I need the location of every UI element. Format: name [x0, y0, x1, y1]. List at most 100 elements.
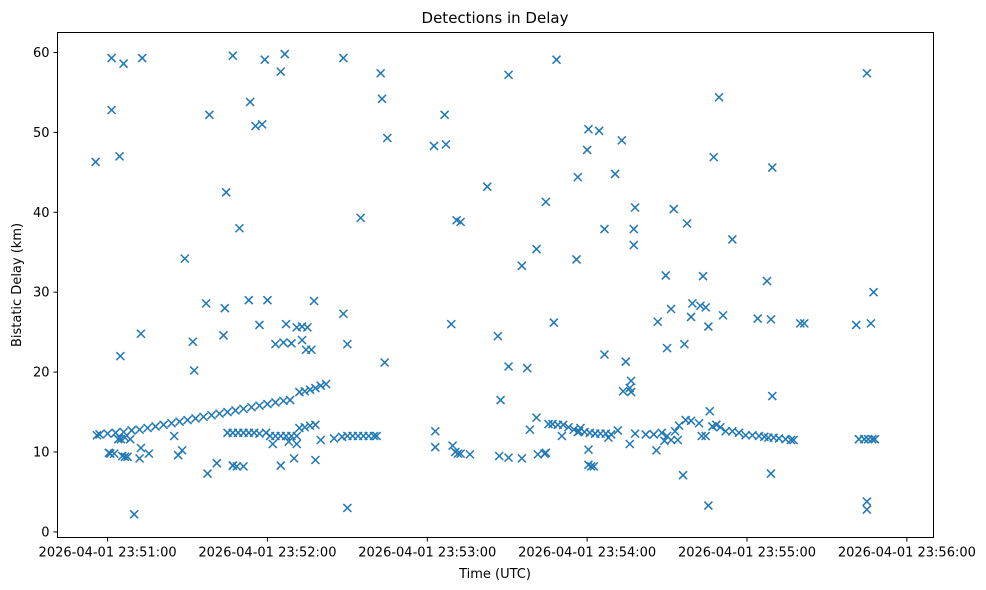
data-point — [180, 254, 190, 264]
data-point — [701, 431, 711, 441]
data-point — [300, 422, 310, 432]
data-point — [670, 426, 680, 436]
x-axis-label: Time (UTC) — [458, 567, 531, 582]
data-point — [674, 421, 684, 431]
data-point — [177, 445, 187, 455]
y-tick-label: 40 — [33, 206, 50, 221]
data-point — [262, 295, 272, 305]
data-point — [270, 339, 280, 349]
data-point — [228, 51, 238, 61]
data-point — [257, 119, 267, 129]
data-point — [127, 425, 137, 435]
data-point — [694, 418, 704, 428]
data-point — [440, 110, 450, 120]
data-point — [107, 53, 117, 63]
data-point — [372, 431, 382, 441]
data-point — [448, 441, 458, 451]
data-point — [721, 426, 731, 436]
y-axis: 0 10 20 30 40 50 60 — [33, 46, 58, 540]
data-point — [429, 141, 439, 151]
data-point — [342, 503, 352, 513]
data-point — [92, 430, 102, 440]
data-point — [714, 92, 724, 102]
data-markers — [91, 49, 880, 519]
data-point — [123, 452, 133, 462]
data-point — [610, 169, 620, 179]
data-point — [285, 395, 295, 405]
x-tick-label: 2026-04-01 23:56:00 — [838, 546, 976, 561]
data-point — [613, 425, 623, 435]
y-tick-label: 50 — [33, 126, 50, 141]
data-point — [557, 431, 567, 441]
data-point — [687, 298, 697, 308]
data-point — [582, 145, 592, 155]
data-point — [135, 453, 145, 463]
data-point — [276, 67, 286, 77]
data-point — [221, 187, 231, 197]
data-point — [369, 431, 379, 441]
data-point — [218, 330, 229, 340]
data-point — [541, 197, 551, 207]
data-point — [198, 412, 209, 422]
data-point — [244, 295, 254, 305]
data-point — [504, 361, 514, 372]
data-point — [525, 425, 535, 435]
y-tick-label: 30 — [33, 286, 50, 301]
data-point — [789, 435, 799, 445]
data-point — [297, 335, 307, 345]
data-point — [119, 427, 129, 437]
x-tick-label: 2026-04-01 23:52:00 — [198, 546, 336, 561]
data-point — [504, 453, 514, 463]
data-point — [120, 433, 130, 443]
data-point — [606, 429, 616, 439]
data-point — [238, 404, 248, 414]
data-point — [382, 133, 392, 143]
data-point — [441, 139, 451, 149]
data-point — [625, 439, 635, 449]
chart-title: Detections in Delay — [422, 9, 569, 27]
data-point — [105, 449, 115, 459]
data-point — [278, 338, 288, 348]
data-point — [679, 339, 689, 349]
data-point — [201, 298, 211, 308]
y-tick-label: 20 — [33, 366, 50, 381]
data-point — [531, 244, 542, 254]
data-point — [698, 271, 708, 281]
data-point — [182, 415, 193, 425]
data-point — [799, 318, 809, 328]
data-point — [286, 338, 296, 348]
data-point — [189, 365, 199, 376]
data-point — [136, 329, 146, 339]
data-point — [109, 449, 119, 459]
x-tick-label: 2026-04-01 23:53:00 — [358, 546, 496, 561]
data-point — [95, 429, 105, 439]
data-point — [517, 453, 527, 463]
data-point — [673, 435, 683, 445]
data-point — [786, 435, 796, 445]
data-point — [678, 470, 688, 480]
data-point — [869, 287, 879, 297]
data-point — [202, 469, 213, 479]
data-point — [703, 322, 713, 332]
data-point — [617, 135, 627, 145]
data-point — [302, 322, 312, 332]
data-point — [767, 163, 777, 173]
data-point — [494, 451, 504, 461]
data-point — [661, 270, 671, 280]
data-point — [571, 254, 582, 264]
data-point — [310, 420, 320, 430]
data-point — [629, 224, 639, 234]
data-point — [867, 434, 877, 444]
data-point — [356, 213, 366, 223]
data-point — [573, 172, 583, 182]
data-point — [321, 379, 331, 389]
y-tick-label: 10 — [33, 446, 50, 461]
data-point — [630, 429, 640, 439]
data-point — [701, 302, 711, 312]
data-point — [262, 399, 272, 409]
data-point — [136, 443, 146, 453]
data-point — [766, 469, 776, 479]
data-point — [686, 416, 696, 426]
data-point — [651, 445, 661, 455]
